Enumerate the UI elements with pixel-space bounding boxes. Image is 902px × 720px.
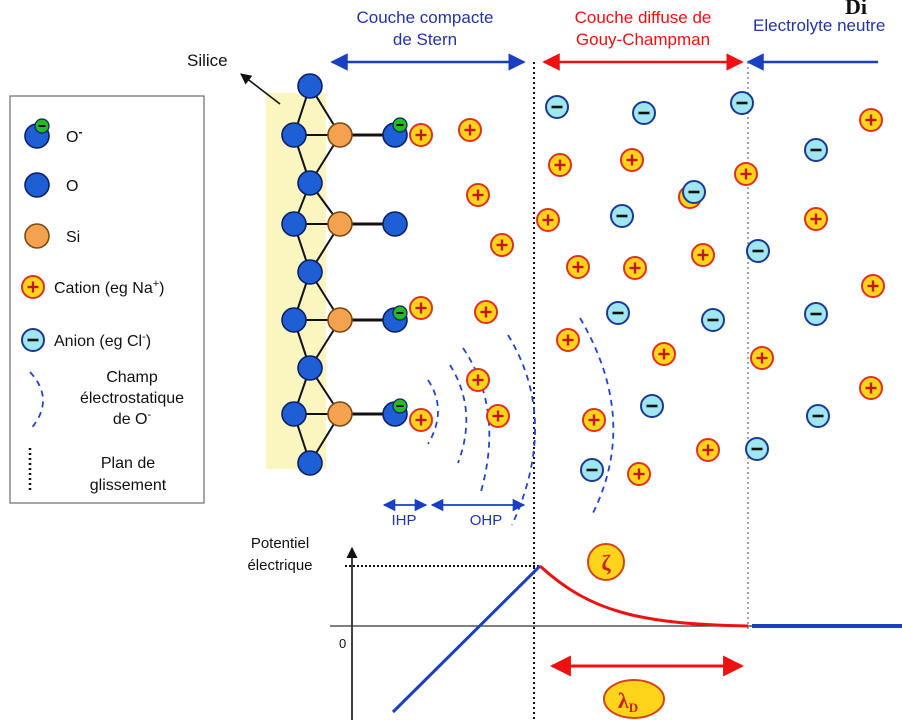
ihp-label: IHP xyxy=(391,512,416,529)
surface-o-minus-charges xyxy=(392,117,408,414)
anion-icon xyxy=(804,302,828,326)
legend-cation-icon xyxy=(21,275,45,299)
silica-label: Silice xyxy=(187,51,228,70)
legend-o-minus-icon xyxy=(24,118,50,149)
legend-field-line3: de O- xyxy=(113,409,152,428)
anion-icon xyxy=(730,91,754,115)
potential-ylabel-line1: Potentiel xyxy=(251,535,309,552)
region-diffuse-line1: Couche diffuse de xyxy=(575,8,712,27)
cation-icon xyxy=(859,108,883,132)
legend-field-line-icon xyxy=(29,371,44,431)
anion-icon xyxy=(580,458,604,482)
debye-symbol: λD xyxy=(618,688,638,715)
anion-icon xyxy=(21,328,45,352)
legend-oxygen-label: O xyxy=(66,178,78,195)
cation-icon xyxy=(620,148,644,172)
debye-badge: λD xyxy=(603,679,665,719)
cation-icon xyxy=(21,275,45,299)
cation-icon xyxy=(409,408,433,432)
region-compact-line2: de Stern xyxy=(393,30,457,49)
anion-icon xyxy=(806,404,830,428)
anion-ions xyxy=(545,91,830,482)
anion-icon xyxy=(746,239,770,263)
anion-icon xyxy=(640,394,664,418)
cation-ions xyxy=(409,108,885,486)
legend-silicon-label: Si xyxy=(66,229,80,246)
anion-icon xyxy=(632,101,656,125)
legend-o-minus-label: O- xyxy=(66,125,82,146)
cation-icon xyxy=(804,207,828,231)
cation-icon xyxy=(691,243,715,267)
cation-icon xyxy=(652,342,676,366)
zeta-badge: ζ xyxy=(587,543,625,581)
zeta-symbol: ζ xyxy=(601,550,611,575)
cation-icon xyxy=(466,183,490,207)
cation-icon xyxy=(734,162,758,186)
cation-icon xyxy=(548,153,572,177)
anion-icon xyxy=(610,204,634,228)
anion-icon xyxy=(701,308,725,332)
anion-icon xyxy=(745,437,769,461)
silica-pointer-arrow xyxy=(240,73,281,105)
cation-icon xyxy=(409,123,433,147)
legend-field-line2: électrostatique xyxy=(80,390,184,407)
legend-silicon-icon xyxy=(24,223,50,249)
legend-field-line1: Champ xyxy=(106,369,158,386)
potential-linear-segment xyxy=(391,564,542,714)
legend-oxygen-icon xyxy=(24,172,50,198)
potential-decay-curve xyxy=(538,564,749,628)
potential-ylabel-line2: électrique xyxy=(247,557,312,574)
cation-icon xyxy=(582,408,606,432)
cation-icon xyxy=(536,208,560,232)
cation-icon xyxy=(696,438,720,462)
corner-text: Di xyxy=(845,0,867,19)
cation-icon xyxy=(627,462,651,486)
cation-icon xyxy=(556,328,580,352)
region-compact-line1: Couche compacte xyxy=(356,8,493,27)
anion-icon xyxy=(545,95,569,119)
ohp-label: OHP xyxy=(470,512,503,529)
legend-box xyxy=(9,95,205,504)
cation-icon xyxy=(750,346,774,370)
cation-icon xyxy=(466,368,490,392)
anion-icon xyxy=(804,138,828,162)
potential-zero-label: 0 xyxy=(339,636,346,651)
cation-icon xyxy=(566,255,590,279)
legend-anion-icon xyxy=(21,328,45,352)
silicon-atoms xyxy=(327,122,353,427)
cation-icon xyxy=(859,376,883,400)
legend-slip-line2: glissement xyxy=(90,477,167,494)
legend-slip-line1: Plan de xyxy=(101,455,155,472)
cation-icon xyxy=(861,274,885,298)
field-lines xyxy=(427,317,615,526)
anion-icon xyxy=(682,180,706,204)
legend-anion-label: Anion (eg Cl-) xyxy=(54,331,151,350)
region-neutral-label: Electrolyte neutre xyxy=(753,16,885,35)
cation-icon xyxy=(409,296,433,320)
anion-icon xyxy=(606,301,630,325)
legend-cation-label: Cation (eg Na+) xyxy=(54,278,164,297)
cation-icon xyxy=(474,300,498,324)
region-diffuse-line2: Gouy-Champman xyxy=(576,30,710,49)
cation-icon xyxy=(458,118,482,142)
cation-icon xyxy=(490,233,514,257)
cation-icon xyxy=(623,256,647,280)
cation-icon xyxy=(486,404,510,428)
